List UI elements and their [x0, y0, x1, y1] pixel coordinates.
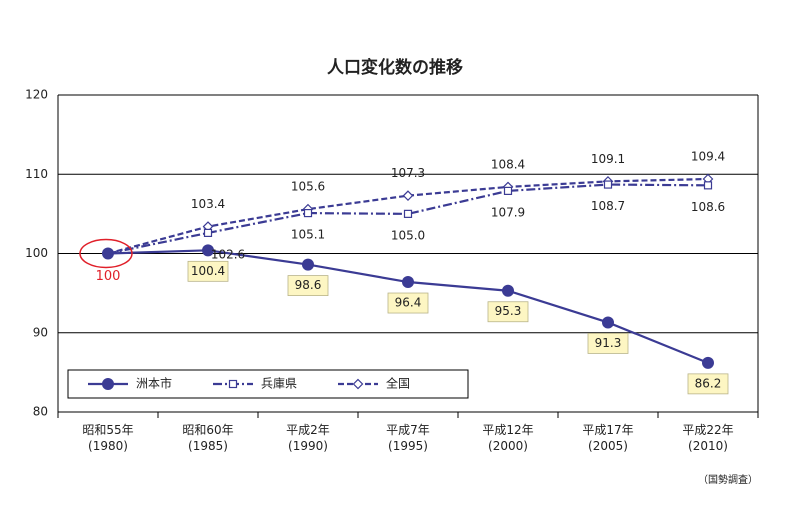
label-box — [387, 292, 429, 314]
data-label: 105.1 — [291, 228, 325, 242]
data-label: 108.7 — [591, 199, 625, 213]
x-tick-label: 平成2年 (1990) — [286, 423, 330, 453]
y-tick-label: 80 — [33, 405, 48, 419]
marker — [502, 284, 514, 297]
x-tick-label: 平成12年 (2000) — [482, 423, 534, 453]
label-box — [187, 260, 229, 282]
data-label: 95.3 — [495, 304, 522, 318]
label-box — [587, 333, 629, 354]
x-tick-label: 平成7年 (1995) — [386, 423, 430, 453]
marker — [302, 258, 314, 271]
legend-marker — [352, 378, 364, 390]
data-label: 103.4 — [191, 197, 225, 211]
source-note: （国勢調査） — [698, 473, 758, 486]
legend-box — [67, 369, 469, 399]
data-label: 91.3 — [595, 336, 622, 350]
marker — [303, 208, 313, 218]
legend-label: 全国 — [386, 376, 410, 391]
marker — [402, 190, 414, 201]
x-tick-label: 平成22年 (2010) — [682, 423, 734, 453]
data-label: 100 — [96, 269, 121, 284]
legend-label: 兵庫県 — [261, 377, 297, 391]
y-tick-label: 120 — [25, 88, 48, 102]
marker — [202, 244, 214, 257]
y-tick-label: 90 — [33, 325, 48, 339]
legend-marker — [228, 379, 238, 389]
marker — [703, 181, 713, 190]
data-label: 108.4 — [491, 157, 525, 171]
marker — [203, 228, 213, 237]
highlight-ellipse — [79, 238, 133, 269]
x-tick-label: 昭和60年 (1985) — [182, 423, 234, 453]
data-label: 105.6 — [291, 180, 325, 194]
data-label: 109.1 — [591, 152, 625, 166]
marker — [702, 356, 714, 369]
marker — [603, 180, 613, 189]
x-tick-label: 平成17年 (2005) — [582, 423, 634, 453]
marker — [602, 316, 614, 329]
data-label: 100.4 — [191, 264, 225, 278]
marker — [402, 276, 414, 289]
legend-label: 洲本市 — [136, 376, 172, 391]
label-box — [687, 373, 729, 395]
data-label: 107.3 — [391, 166, 425, 180]
y-tick-label: 110 — [25, 167, 48, 181]
label-box — [287, 275, 329, 296]
chart-title: 人口変化数の推移 — [327, 57, 463, 78]
y-tick-label: 100 — [25, 246, 48, 260]
data-label: 102.6 — [211, 247, 245, 261]
label-box — [487, 301, 529, 323]
legend-marker — [102, 378, 114, 390]
data-label: 96.4 — [395, 296, 422, 310]
x-tick-label: 昭和55年 (1980) — [82, 423, 134, 453]
data-label: 98.6 — [295, 278, 322, 292]
data-label: 109.4 — [691, 150, 725, 164]
data-label: 86.2 — [695, 376, 722, 390]
marker — [403, 209, 413, 218]
marker — [503, 186, 513, 195]
data-label: 108.6 — [691, 200, 725, 214]
data-label: 105.0 — [391, 228, 425, 242]
marker — [102, 247, 114, 260]
data-label: 107.9 — [491, 205, 525, 219]
